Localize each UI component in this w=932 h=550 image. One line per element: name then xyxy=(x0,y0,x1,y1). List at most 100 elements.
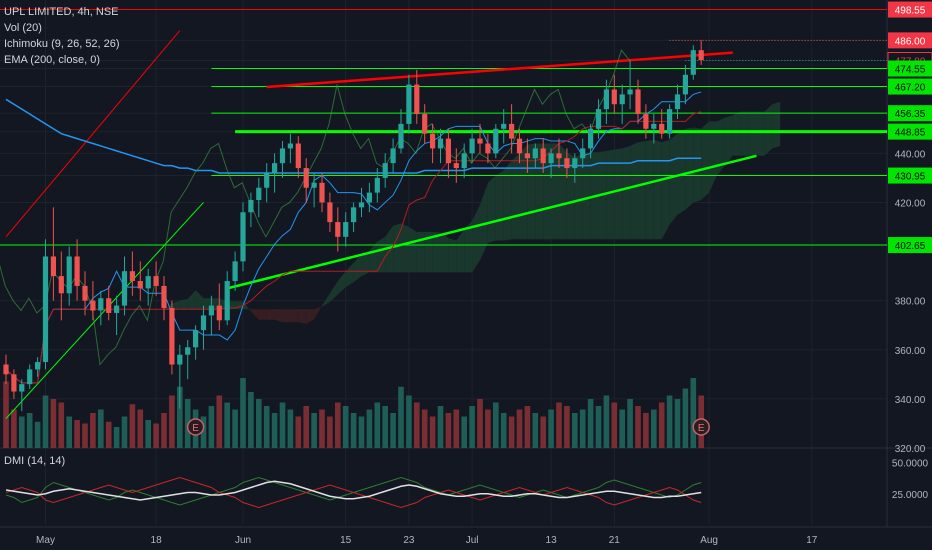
candle-body xyxy=(200,315,207,331)
volume-bar xyxy=(145,420,151,448)
earnings-marker-letter: E xyxy=(192,423,199,434)
time-tick-label: Jul xyxy=(466,535,479,546)
candle-body xyxy=(137,281,143,289)
price-label-bg xyxy=(888,167,932,184)
volume-bar xyxy=(406,395,412,448)
symbol-title[interactable]: UPL LIMITED, 4h, NSE xyxy=(4,6,119,18)
earnings-marker-circle xyxy=(186,418,205,436)
trend-lines xyxy=(5,30,757,419)
time-tick-label: 21 xyxy=(609,535,621,546)
candle-body xyxy=(580,148,586,159)
candle xyxy=(114,295,120,336)
volume-indicator-label[interactable]: Vol (20) xyxy=(4,22,42,34)
dmi-indicator-label[interactable]: DMI (14, 14) xyxy=(4,455,66,467)
ema-indicator-label[interactable]: EMA (200, close, 0) xyxy=(4,54,100,66)
volume-bar xyxy=(548,409,554,448)
cloud-segment xyxy=(661,139,670,240)
candle xyxy=(66,246,72,306)
cloud-segment xyxy=(574,153,583,240)
volume-bar xyxy=(603,395,610,448)
cloud-segment xyxy=(314,305,322,320)
volume-bar xyxy=(619,409,625,448)
volume-bar xyxy=(556,402,562,448)
cloud-segment xyxy=(653,139,662,240)
cloud-segment xyxy=(764,104,773,156)
candle-body xyxy=(11,374,17,392)
candle xyxy=(595,99,602,139)
candle-body xyxy=(248,199,254,213)
volume-bar xyxy=(303,406,309,448)
candle xyxy=(414,69,420,124)
earnings-marker-circle xyxy=(692,418,710,436)
candle xyxy=(469,128,475,164)
cloud-segment xyxy=(480,182,488,261)
cloud-segment xyxy=(519,144,528,240)
volume-bar xyxy=(532,413,539,448)
volume-bar xyxy=(216,395,223,448)
ichimoku-lagging-line xyxy=(0,49,630,366)
ichimoku-conversion-line xyxy=(5,91,702,384)
cloud-segment xyxy=(92,376,101,383)
volume-bar xyxy=(666,395,673,448)
candle-body xyxy=(611,89,617,105)
cloud-segment xyxy=(487,175,496,243)
volume-bar xyxy=(263,406,270,448)
candle xyxy=(643,104,649,139)
volume-bar xyxy=(224,402,230,448)
price-label: 467.20 xyxy=(895,83,926,94)
price-label-bg xyxy=(888,123,932,140)
cloud-segment xyxy=(377,236,386,273)
cloud-segment xyxy=(448,238,457,273)
cloud-segment xyxy=(677,128,686,215)
candle-body xyxy=(279,148,286,164)
candle xyxy=(351,202,357,232)
price-label: 456.35 xyxy=(895,109,926,120)
candle xyxy=(193,325,199,360)
candle-body xyxy=(382,163,388,178)
candle xyxy=(145,268,151,306)
price-tick-380-00: 380.00 xyxy=(895,297,926,308)
candle-body xyxy=(524,153,530,159)
cloud-segment xyxy=(645,139,654,240)
volume-bar xyxy=(682,388,689,448)
volume-bar xyxy=(540,416,546,448)
volume-bar xyxy=(90,413,96,448)
candle xyxy=(358,187,365,218)
candle-body xyxy=(98,298,104,311)
price-label: 420.00 xyxy=(895,198,926,209)
volume-bar xyxy=(208,406,215,448)
trend-line-green-diagonal xyxy=(5,202,204,419)
cloud-segment xyxy=(614,148,623,240)
time-axis[interactable]: May 18 Jun 15 23 Jul 13 21 Aug 17 xyxy=(36,535,818,546)
candle-body xyxy=(477,138,483,144)
candle xyxy=(153,261,159,296)
candle xyxy=(398,109,404,154)
candle-body xyxy=(287,143,293,149)
cloud-segment xyxy=(456,229,465,273)
candle-body xyxy=(690,50,696,75)
ichimoku-indicator-label[interactable]: Ichimoku (9, 26, 52, 26) xyxy=(4,38,120,50)
candle xyxy=(311,172,317,208)
volume-bar xyxy=(271,413,278,448)
candle-body xyxy=(82,285,88,301)
price-axis[interactable]: 498.55486.00477.80474.55467.20456.35448.… xyxy=(887,1,932,501)
candle xyxy=(698,40,704,65)
volume-bar xyxy=(129,404,136,448)
candle-body xyxy=(437,138,444,149)
candle-body xyxy=(501,123,507,129)
price-label: 360.00 xyxy=(895,346,926,357)
price-tick-402-65: 402.65 xyxy=(888,237,932,254)
volume-bar xyxy=(564,406,570,448)
price-label-bg xyxy=(888,105,932,122)
volume-bar xyxy=(690,378,697,448)
price-label: 448.85 xyxy=(895,128,926,139)
candle xyxy=(674,84,681,119)
candle xyxy=(3,354,9,385)
time-tick-label: Jun xyxy=(235,535,251,546)
dmi-tick-label: 25.0000 xyxy=(892,490,929,501)
volume-bar xyxy=(587,399,594,448)
volume-bar xyxy=(390,413,396,448)
candle-body xyxy=(232,261,238,282)
cloud-segment xyxy=(709,121,717,193)
